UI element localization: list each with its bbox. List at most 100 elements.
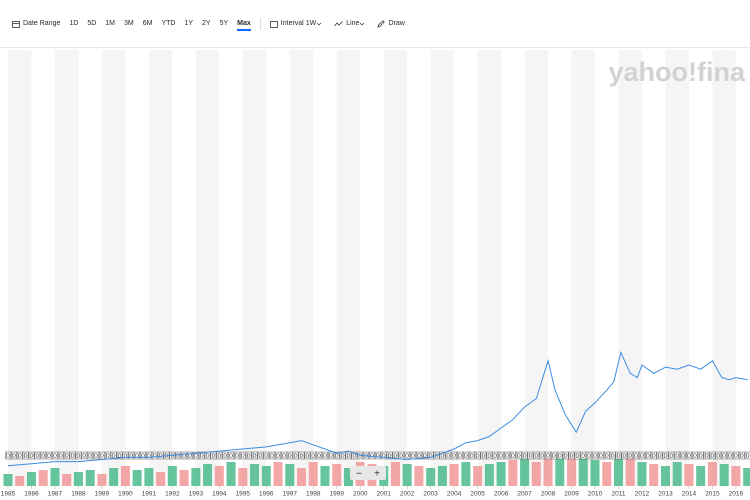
- dividend-marker-box: [151, 451, 158, 460]
- dividend-marker-box: [16, 451, 23, 460]
- dividend-marker-label: D: [188, 453, 192, 459]
- dividend-marker: D: [650, 451, 657, 460]
- range-button[interactable]: 1Y: [184, 20, 194, 27]
- dividend-marker: D: [556, 451, 563, 459]
- dividend-marker-label: D: [12, 453, 16, 459]
- dividend-marker: D: [134, 451, 140, 459]
- dividend-marker: D: [527, 451, 534, 459]
- dividend-marker-label: D: [253, 453, 257, 459]
- dividend-marker: D: [187, 451, 193, 459]
- volume-bar: [543, 456, 553, 486]
- dividend-marker-box: [668, 451, 675, 460]
- draw-button[interactable]: Draw: [377, 19, 405, 28]
- x-tick-label: 2010: [588, 491, 603, 498]
- range-button[interactable]: YTD: [161, 20, 176, 27]
- volume-bar: [109, 468, 119, 486]
- dividend-marker-label: D: [182, 453, 186, 459]
- dividend-marker-box: [474, 451, 481, 460]
- dividend-marker: D: [709, 451, 716, 459]
- dividend-marker: D: [586, 451, 593, 459]
- volume-bar: [449, 464, 459, 486]
- dividend-marker-box: [374, 451, 381, 460]
- dividend-marker-label: D: [317, 453, 321, 459]
- year-band: [289, 50, 314, 485]
- date-range-button[interactable]: Date Range: [12, 20, 60, 28]
- dividend-marker-box: [427, 451, 434, 460]
- dividend-marker: D: [463, 451, 469, 460]
- range-button[interactable]: Max: [237, 20, 251, 31]
- dividend-marker-box: [128, 451, 135, 460]
- dividend-marker-box: [11, 451, 17, 460]
- dividend-marker-label: D: [523, 453, 527, 459]
- dividend-marker-label: D: [640, 453, 644, 459]
- dividend-marker-box: [662, 451, 669, 460]
- dividend-marker: D: [322, 451, 328, 459]
- dividend-marker-box: [57, 451, 64, 460]
- dividend-marker-label: D: [399, 453, 403, 459]
- range-button[interactable]: 1M: [105, 20, 115, 27]
- dividend-marker-label: D: [652, 453, 656, 459]
- x-tick-label: 1995: [236, 491, 251, 498]
- dividend-marker: D: [492, 451, 499, 459]
- zoom-in-button[interactable]: +: [374, 469, 380, 480]
- dividend-marker-box: [650, 451, 657, 460]
- volume-bar: [332, 464, 342, 486]
- range-button[interactable]: 2Y: [202, 20, 211, 27]
- dividend-marker-box: [245, 451, 252, 460]
- x-tick-label: 1996: [259, 491, 274, 498]
- dividend-marker-box: [463, 451, 469, 460]
- volume-bar: [520, 458, 530, 486]
- dividend-marker-label: D: [611, 453, 615, 459]
- range-button[interactable]: 3M: [124, 20, 134, 27]
- dividend-marker-label: D: [106, 453, 110, 459]
- dividend-marker-box: [269, 451, 276, 460]
- dividend-marker-box: [286, 451, 293, 460]
- dividend-marker: D: [110, 451, 117, 459]
- interval-button[interactable]: Interval 1W: [269, 20, 325, 28]
- dividend-marker-label: D: [41, 453, 45, 459]
- x-tick-label: 2009: [564, 491, 579, 498]
- volume-bar: [226, 462, 236, 486]
- chart-style-button[interactable]: Line: [334, 20, 368, 28]
- dividend-marker: D: [228, 451, 234, 459]
- dividend-marker-label: D: [540, 453, 544, 459]
- range-button[interactable]: 5Y: [219, 20, 229, 27]
- dividend-marker: D: [251, 451, 258, 459]
- dividend-marker-label: D: [76, 453, 80, 459]
- dividend-marker-box: [621, 451, 628, 460]
- range-button[interactable]: 1D: [69, 20, 79, 27]
- dividend-marker: D: [627, 451, 634, 459]
- dividend-marker-box: [181, 451, 187, 460]
- dividend-marker: D: [5, 451, 11, 459]
- dividend-marker: D: [509, 451, 516, 459]
- dividend-marker: D: [468, 451, 475, 459]
- x-tick-label: 2005: [470, 491, 485, 498]
- x-tick-label: 1999: [329, 491, 344, 498]
- volume-bar: [320, 466, 330, 486]
- dividend-marker-label: D: [476, 453, 480, 459]
- range-button[interactable]: 6M: [142, 20, 153, 27]
- dividend-marker-label: D: [129, 453, 133, 459]
- dividend-marker-label: D: [393, 453, 397, 459]
- dividend-marker-box: [480, 451, 487, 460]
- zoom-out-button[interactable]: −: [356, 469, 362, 480]
- year-band: [430, 50, 455, 485]
- volume-bar: [414, 466, 424, 486]
- dividend-marker-label: D: [305, 453, 309, 459]
- dividend-marker: D: [445, 451, 452, 459]
- dividend-marker-label: D: [217, 453, 221, 459]
- volume-bar: [214, 466, 224, 486]
- dividend-marker-label: D: [423, 453, 427, 459]
- dividend-marker-label: D: [493, 453, 497, 459]
- dividend-marker-label: D: [705, 453, 709, 459]
- dividend-marker-box: [521, 451, 528, 460]
- dividend-marker: D: [427, 451, 434, 460]
- dividend-marker-box: [345, 451, 352, 460]
- volume-bar: [308, 462, 318, 486]
- dividend-marker-label: D: [581, 453, 585, 459]
- date-range-label: Date Range: [23, 20, 61, 27]
- dividend-marker: D: [580, 451, 587, 459]
- range-button[interactable]: 5D: [87, 20, 97, 27]
- dividend-marker-box: [380, 451, 387, 460]
- dividend-marker-label: D: [135, 453, 139, 459]
